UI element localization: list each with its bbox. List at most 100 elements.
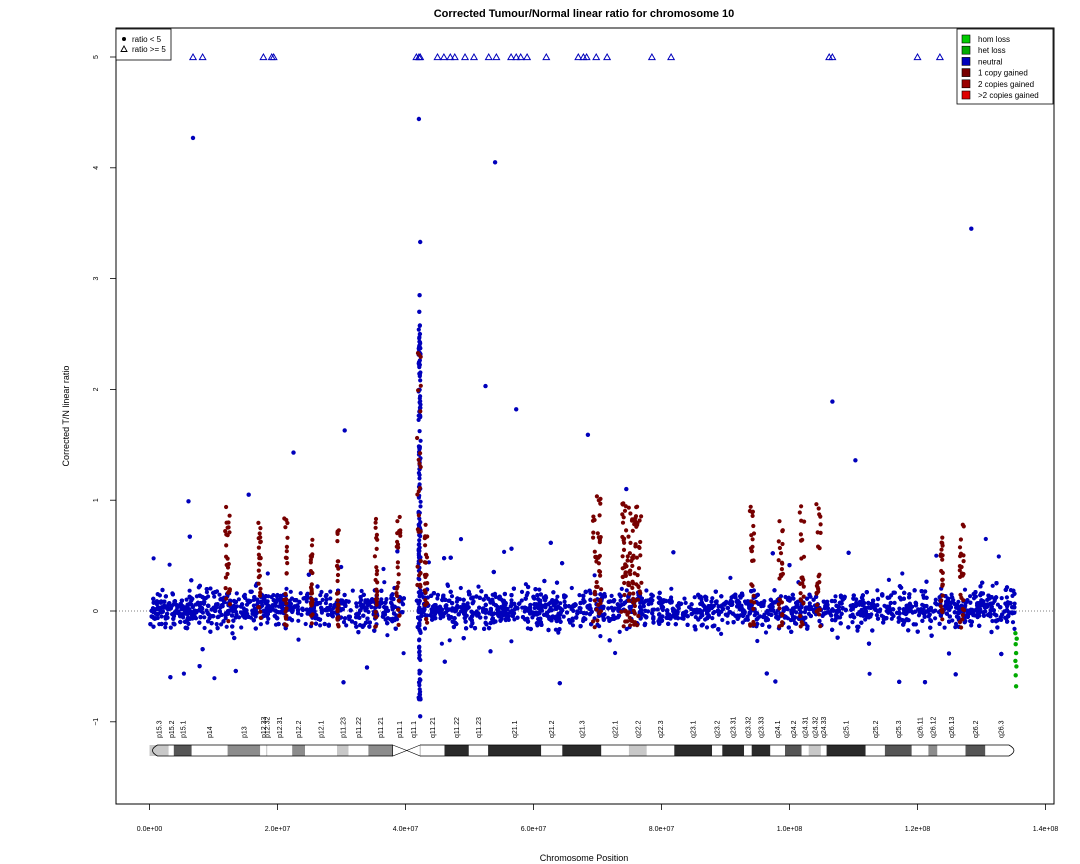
neutral-point [730,611,735,616]
neutral-point [483,602,488,608]
neutral-point [200,647,205,652]
neutral-point [431,591,436,596]
neutral-point [328,603,333,608]
neutral-point [643,608,648,613]
neutral-point [430,617,435,622]
neutral-point [305,592,310,598]
neutral-point [1004,585,1010,590]
neutral-point [384,605,389,610]
neutral-point [760,622,765,628]
neutral-point [488,649,493,654]
neutral-point [440,597,445,603]
neutral-point [400,602,406,607]
neutral-point [798,605,804,610]
neutral-point [318,600,323,606]
neutral-point [670,614,675,619]
neutral-point [284,586,289,591]
neutral-point [1005,619,1010,624]
neutral-point [452,616,457,621]
neutral-point [324,593,329,598]
neutral-point [190,604,195,610]
neutral-point [753,610,759,615]
neutral-point [197,620,202,625]
neutral-point [700,602,705,607]
neutral-point [446,607,451,612]
neutral-point [581,617,586,622]
neutral-point [725,620,730,625]
neutral-point [168,675,173,680]
neutral-point [783,594,788,600]
neutral-point [442,659,447,664]
neutral-point [804,596,810,601]
neutral-point [687,605,692,610]
neutral-point [381,610,386,616]
neutral-point [736,615,741,620]
neutral-point [612,606,618,611]
neutral-point [978,584,983,589]
neutral-point [622,600,628,605]
neutral-point [318,623,323,628]
neutral-point [804,605,809,610]
neutral-point [764,671,769,676]
neutral-point [322,621,327,627]
neutral-point [299,612,304,618]
neutral-point [712,623,717,628]
neutral-point [532,602,537,607]
neutral-point [975,614,980,620]
neutral-point [159,599,164,604]
neutral-point [693,627,698,632]
neutral-point [995,618,1000,623]
neutral-point [833,594,838,599]
neutral-point [986,612,991,618]
neutral-point [557,681,562,686]
neutral-point [467,592,472,597]
neutral-point [148,622,153,627]
neutral-point [358,595,363,600]
neutral-point [534,621,540,626]
neutral-point [155,592,160,597]
neutral-point [928,618,933,623]
neutral-point [926,614,931,619]
neutral-point [675,616,681,621]
neutral-point [361,613,366,618]
neutral-point [710,604,715,610]
neutral-point [948,605,954,610]
neutral-point [163,625,168,630]
neutral-point [478,615,483,620]
neutral-point [1004,595,1010,600]
neutral-point [755,638,760,644]
neutral-point [888,600,893,606]
neutral-point [313,621,319,626]
neutral-point [320,597,325,603]
neutral-point [996,554,1001,559]
neutral-point [896,619,901,624]
neutral-point [776,616,781,621]
neutral-point [985,597,990,602]
neutral-point [165,615,170,620]
neutral-point [255,597,260,602]
neutral-point [713,599,719,604]
neutral-point [229,613,235,618]
neutral-point [461,636,466,641]
neutral-point [564,610,570,615]
neutral-point [326,622,331,627]
neutral-point [488,620,493,626]
neutral-point [791,607,796,612]
neutral-point [650,607,655,612]
neutral-point [359,588,364,594]
neutral-point [160,587,165,593]
neutral-point [187,588,192,593]
neutral-point [344,623,349,628]
neutral-point [790,614,796,619]
neutral-point [563,603,568,608]
neutral-point [393,626,398,631]
neutral-point [931,609,936,614]
neutral-point [666,621,671,627]
neutral-point [784,605,789,610]
neutral-point [208,629,213,634]
neutral-point [370,597,375,602]
neutral-point [855,628,860,633]
neutral-point [836,604,841,610]
neutral-point [934,553,939,558]
neutral-point [462,611,467,616]
